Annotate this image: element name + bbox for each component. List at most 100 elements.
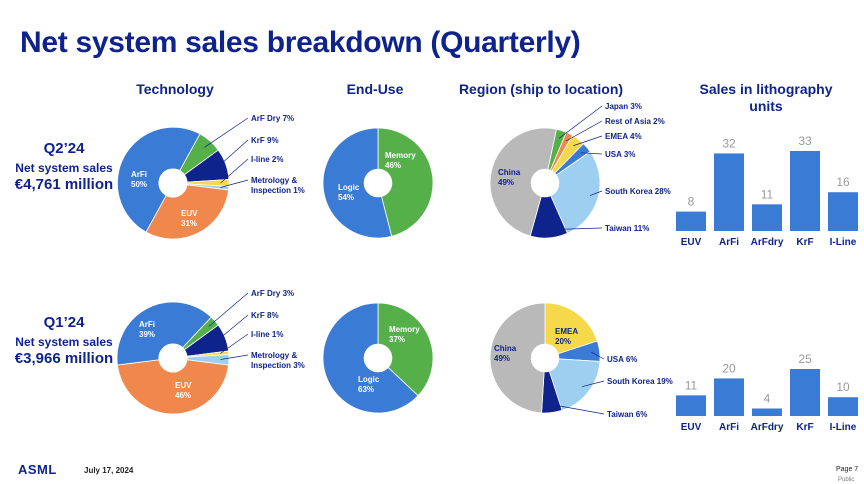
slice-label-memory: Memory (389, 325, 420, 334)
leader-line (550, 404, 605, 415)
slice-label-usa: USA 3% (605, 150, 635, 159)
slice-label-euv: EUV (175, 381, 192, 390)
pie-slice-arfi (116, 301, 212, 366)
bar-KrF (790, 369, 820, 416)
slice-value-memory: 37% (389, 335, 405, 344)
slice-label-arf_dry: ArF Dry 3% (251, 289, 294, 298)
slice-label-krf: KrF 8% (251, 311, 279, 320)
pie-slice-euv (116, 357, 230, 415)
slice-value-arfi: 39% (139, 330, 155, 339)
litho-header: Sales in lithography units (676, 81, 856, 115)
pie-slice-euv (145, 182, 230, 240)
bar-value-label: 11 (685, 378, 698, 392)
slice-value-china: 49% (498, 178, 514, 187)
leader-line (580, 152, 603, 155)
bar-I-Line (828, 397, 858, 416)
bar-KrF (790, 151, 820, 231)
page-title: Net system sales breakdown (Quarterly) (20, 26, 581, 59)
leader-line (220, 179, 249, 188)
bar-category-label: I-Line (830, 422, 857, 433)
slice-label-krf: KrF 9% (251, 136, 279, 145)
leader-line (217, 139, 249, 168)
slice-label-emea: EMEA 4% (605, 132, 642, 141)
slice-label-metrology: Metrology & (251, 351, 297, 360)
slice-label-rest_of_asia: Rest of Asia 2% (605, 117, 665, 126)
slice-value-logic: 63% (358, 385, 374, 394)
slice-value-china: 49% (494, 354, 510, 363)
bar-ArFi (714, 153, 744, 231)
region-header: Region (ship to location) (458, 81, 624, 97)
litho-bars-Q2’24: 8 EUV 32 ArFi 11 ArFdry 33 KrF 16 I-Line (676, 134, 858, 248)
pie-slice-south_korea (544, 151, 601, 234)
pie-hole (530, 343, 560, 373)
bar-ArFdry (752, 408, 782, 416)
bar-value-label: 16 (836, 175, 850, 189)
bar-category-label: KrF (796, 422, 813, 433)
slice-label-taiwan: Taiwan 11% (605, 224, 649, 233)
leader-line (204, 117, 249, 148)
leader-line (565, 120, 603, 142)
slice-label-south_korea: South Korea 28% (605, 187, 671, 196)
bar-EUV (676, 211, 706, 231)
pie-slice-arfi (117, 126, 201, 233)
bar-category-label: ArFi (719, 422, 739, 433)
enduse-header: End-Use (346, 81, 404, 97)
pie-slice-logic (322, 127, 393, 239)
leader-line (220, 333, 249, 354)
bar-value-label: 11 (761, 187, 774, 201)
slice-value-memory: 46% (385, 161, 401, 170)
leader-line (220, 354, 249, 360)
bar-EUV (676, 395, 706, 416)
slice-label-euv: EUV (181, 209, 198, 218)
bar-category-label: ArFdry (751, 237, 784, 248)
slice-value-euv: 31% (181, 219, 197, 228)
leader-line (591, 351, 605, 360)
bar-value-label: 20 (722, 361, 736, 375)
slice-label-taiwan: Taiwan 6% (607, 410, 647, 419)
net-sales-amount: €3,966 million (14, 350, 114, 367)
bar-value-label: 25 (798, 352, 812, 366)
slice-label-arf_dry: ArF Dry 7% (251, 114, 294, 123)
net-sales-amount: €4,761 million (14, 176, 114, 193)
bar-category-label: EUV (681, 422, 702, 433)
quarter-q1: Q1’24 Net system sales €3,966 million (0, 314, 128, 367)
slice-value-emea: 20% (555, 337, 571, 346)
leader-line (217, 314, 249, 341)
bar-value-label: 4 (764, 391, 771, 405)
slice-label-logic: Logic (358, 375, 380, 384)
quarter-label: Q2’24 (43, 140, 85, 157)
pie-hole (530, 168, 560, 198)
bar-category-label: EUV (681, 237, 702, 248)
slice-value-logic: 54% (338, 193, 354, 202)
leader-line (589, 190, 603, 196)
net-sales-label: Net system sales (15, 335, 113, 349)
litho-header-line2: units (749, 98, 783, 114)
pie-hole (158, 168, 188, 198)
bar-I-Line (828, 192, 858, 231)
asml-logo: ASML (18, 462, 57, 477)
technology-header: Technology (136, 81, 214, 97)
slice-label-logic: Logic (338, 183, 360, 192)
pie-slice-china (489, 127, 557, 237)
bar-value-label: 8 (688, 195, 695, 209)
quarter-q2: Q2’24 Net system sales €4,761 million (0, 140, 128, 193)
litho-bars-Q1’24: 11 EUV 20 ArFi 4 ArFdry 25 KrF 10 I-Line (676, 352, 858, 433)
pie-slice-emea (544, 302, 598, 359)
slice-label-south_korea: South Korea 19% (607, 377, 673, 386)
pie-slice-south_korea (544, 357, 601, 411)
pie-hole (363, 343, 393, 373)
pie-hole (363, 168, 393, 198)
page-number: Page 7 (836, 466, 859, 473)
leader-line (208, 292, 249, 327)
slice-label-china: China (494, 344, 517, 353)
quarter-label: Q1’24 (43, 314, 85, 331)
bar-value-label: 10 (836, 380, 850, 394)
bar-ArFdry (752, 204, 782, 231)
leader-line (558, 105, 603, 139)
bar-ArFi (714, 378, 744, 416)
slice-label-metrology: Metrology & (251, 176, 297, 185)
slice-label-emea: EMEA (555, 327, 578, 336)
